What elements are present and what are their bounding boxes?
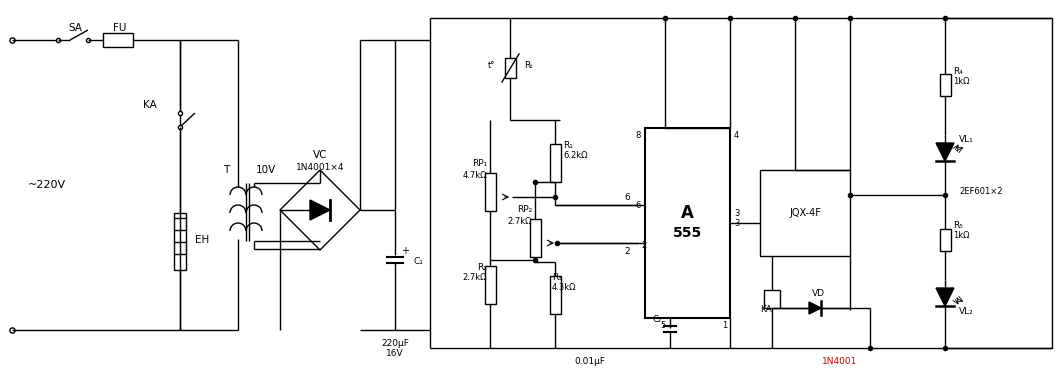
Text: 1: 1 — [723, 322, 728, 330]
Text: EH: EH — [195, 235, 209, 245]
Text: Rₜ: Rₜ — [524, 62, 533, 71]
Bar — [764, 290, 780, 308]
Text: 555: 555 — [673, 226, 702, 240]
Text: t°: t° — [488, 62, 495, 71]
Bar — [174, 213, 186, 270]
Text: VC: VC — [313, 150, 327, 160]
Text: RP₂: RP₂ — [517, 206, 532, 215]
Polygon shape — [936, 288, 954, 306]
Bar — [939, 229, 951, 251]
Text: 5: 5 — [660, 322, 665, 330]
Text: 4.7kΩ: 4.7kΩ — [463, 170, 487, 180]
Text: 3: 3 — [734, 209, 740, 217]
Text: R₃: R₃ — [552, 272, 562, 282]
Text: 1kΩ: 1kΩ — [953, 76, 970, 86]
Text: R₁: R₁ — [563, 141, 573, 149]
Text: 4: 4 — [734, 131, 740, 141]
Text: 1kΩ: 1kΩ — [953, 231, 970, 241]
Text: 1N4001×4: 1N4001×4 — [296, 162, 344, 172]
Bar — [485, 266, 495, 304]
Polygon shape — [310, 200, 330, 220]
Text: 16V: 16V — [386, 348, 404, 358]
Text: R₅: R₅ — [953, 222, 963, 230]
Text: VD: VD — [812, 290, 824, 298]
Text: R₂: R₂ — [477, 262, 487, 272]
Bar — [529, 219, 540, 257]
Text: 2.7kΩ: 2.7kΩ — [463, 274, 487, 283]
Text: 2.7kΩ: 2.7kΩ — [507, 217, 532, 225]
Bar — [939, 74, 951, 96]
Text: FU: FU — [114, 23, 126, 33]
Polygon shape — [936, 143, 954, 161]
Text: 8: 8 — [636, 131, 641, 141]
Text: 2: 2 — [641, 241, 646, 251]
Text: 220μF: 220μF — [381, 338, 408, 348]
Bar — [550, 276, 560, 314]
Text: C₂: C₂ — [653, 316, 662, 324]
Bar — [550, 144, 560, 182]
Text: 3: 3 — [734, 219, 740, 228]
Text: R₄: R₄ — [953, 66, 963, 76]
Text: ~220V: ~220V — [28, 180, 66, 190]
Text: KA: KA — [143, 100, 157, 110]
Text: 6.2kΩ: 6.2kΩ — [563, 152, 588, 160]
Text: 2: 2 — [624, 246, 630, 256]
Text: 4.3kΩ: 4.3kΩ — [552, 283, 576, 293]
Text: VL₁: VL₁ — [959, 136, 974, 144]
Text: SA: SA — [68, 23, 82, 33]
Text: VL₂: VL₂ — [959, 306, 974, 316]
Polygon shape — [808, 302, 821, 314]
Bar — [645, 128, 730, 318]
Text: A: A — [681, 204, 694, 222]
Text: 6: 6 — [636, 201, 641, 209]
Bar — [485, 173, 495, 211]
Text: +: + — [401, 246, 408, 256]
Text: RP₁: RP₁ — [472, 160, 487, 168]
Bar — [103, 33, 133, 47]
Bar — [760, 170, 850, 256]
Text: 10V: 10V — [256, 165, 276, 175]
Text: 2EF601×2: 2EF601×2 — [959, 188, 1003, 196]
Text: KA: KA — [760, 306, 771, 314]
Text: 6: 6 — [624, 193, 630, 201]
Bar — [504, 58, 516, 78]
Text: 0.01μF: 0.01μF — [574, 356, 606, 366]
Text: C₁: C₁ — [413, 256, 423, 265]
Text: T: T — [223, 165, 229, 175]
Text: 1N4001: 1N4001 — [822, 356, 857, 366]
Text: JQX-4F: JQX-4F — [789, 208, 821, 218]
